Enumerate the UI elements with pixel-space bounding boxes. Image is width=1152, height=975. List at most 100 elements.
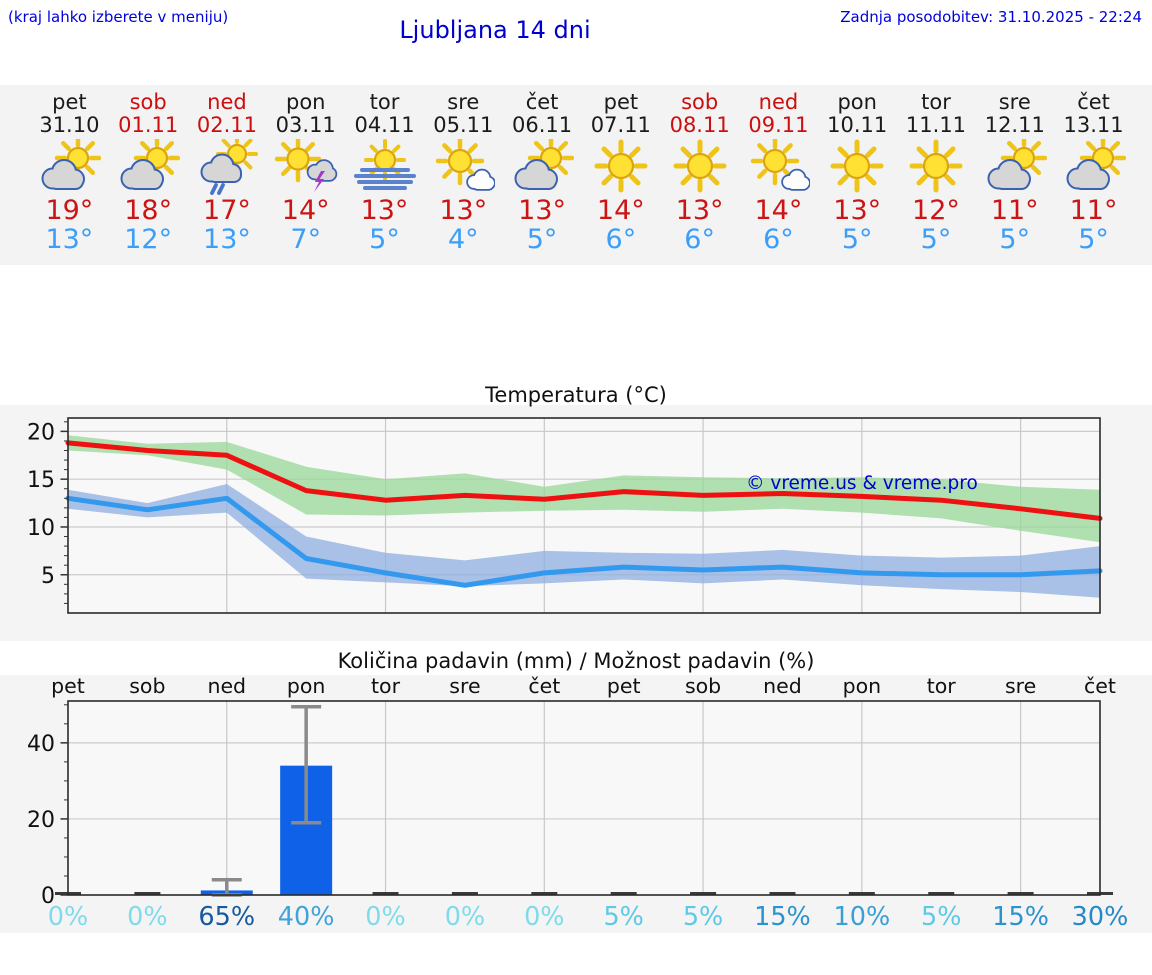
day-name: ned xyxy=(207,90,247,114)
day-max-temp: 14° xyxy=(754,195,803,226)
sun-cloud-icon xyxy=(983,134,1048,195)
day-min-temp: 6° xyxy=(605,224,637,255)
max-temp-range-band xyxy=(68,435,1100,543)
sun-cloud-icon xyxy=(116,134,181,195)
day-name: sre xyxy=(998,90,1031,114)
day-min-temp: 5° xyxy=(526,224,558,255)
day-min-temp: 12° xyxy=(124,224,173,255)
precip-y-tick-label: 20 xyxy=(27,808,55,833)
precip-day-label: pet xyxy=(607,675,641,698)
precip-day-label: sob xyxy=(129,675,165,698)
sun-icon xyxy=(668,139,732,195)
day-name: pet xyxy=(52,90,87,114)
precip-day-label: sre xyxy=(1005,675,1036,698)
precip-zero-mark xyxy=(372,892,399,895)
forecast-strip: pet 31.10 19° 13° sob 01.11 18° 12° ned 02.11 17° 1… xyxy=(0,85,1152,265)
day-max-temp: 11° xyxy=(1069,195,1118,226)
precip-zero-mark xyxy=(451,892,478,895)
page-header: (kraj lahko izberete v meniju) Ljubljana… xyxy=(0,0,1152,85)
sun-cloud-rain-icon xyxy=(195,133,259,195)
precip-probability-label: 0% xyxy=(365,902,405,932)
day-max-temp: 19° xyxy=(45,195,94,226)
precip-probability-label: 65% xyxy=(198,902,255,932)
day-min-temp: 7° xyxy=(290,224,322,255)
day-name: tor xyxy=(369,90,400,114)
precip-zero-mark xyxy=(769,892,796,895)
forecast-day: čet 13.11 11° 5° xyxy=(1054,85,1133,254)
precip-probability-label: 5% xyxy=(683,902,723,932)
precip-probability-label: 0% xyxy=(524,902,564,932)
sun-cloud-storm-icon xyxy=(274,135,338,195)
day-min-temp: 5° xyxy=(1078,224,1109,255)
precipitation-chart-panel: pet sob ned pon tor sre čet pet sob ned pon tor sre č… xyxy=(0,675,1152,933)
day-min-temp: 5° xyxy=(920,224,952,255)
day-date: 01.11 xyxy=(118,113,179,137)
day-name: sob xyxy=(681,90,719,114)
forecast-day: sre 12.11 11° 5° xyxy=(975,85,1054,254)
day-max-temp: 14° xyxy=(596,195,645,226)
precip-zero-mark xyxy=(531,892,558,895)
precip-day-label: čet xyxy=(528,675,560,698)
day-min-temp: 5° xyxy=(369,224,400,255)
day-date: 03.11 xyxy=(275,113,336,137)
precip-error-bar xyxy=(291,704,322,825)
day-name: sob xyxy=(129,90,167,114)
forecast-day: tor 04.11 13° 5° xyxy=(345,85,424,254)
precipitation-chart: pet sob ned pon tor sre čet pet sob ned pon tor sre č… xyxy=(27,675,1129,932)
forecast-day: pet 07.11 14° 6° xyxy=(581,85,660,255)
temperature-chart-title: Temperatura (°C) xyxy=(0,383,1152,407)
day-date: 11.11 xyxy=(905,113,967,137)
precip-probability-label: 30% xyxy=(1072,902,1129,932)
day-min-temp: 6° xyxy=(684,224,715,255)
day-max-temp: 13° xyxy=(360,195,409,226)
precip-probability-label: 5% xyxy=(603,902,643,932)
last-updated-label: Zadnja posodobitev: 31.10.2025 - 22:24 xyxy=(840,8,1142,26)
temp-y-tick-label: 20 xyxy=(27,420,55,445)
precip-day-label: ned xyxy=(207,675,246,698)
precip-probability-label: 15% xyxy=(992,902,1049,932)
day-date: 10.11 xyxy=(827,113,888,137)
day-max-temp: 17° xyxy=(203,195,251,226)
day-date: 09.11 xyxy=(748,113,809,137)
forecast-day: sob 08.11 13° 6° xyxy=(660,85,739,255)
day-min-temp: 4° xyxy=(447,224,479,255)
day-min-temp: 5° xyxy=(999,224,1031,255)
sun-icon xyxy=(825,139,889,195)
temp-y-tick-label: 5 xyxy=(41,564,55,589)
precip-day-label: ned xyxy=(763,675,802,698)
day-date: 05.11 xyxy=(433,113,494,137)
precipitation-chart-title: Količina padavin (mm) / Možnost padavin … xyxy=(0,649,1152,675)
precip-y-tick-label: 40 xyxy=(27,732,55,757)
precip-day-label: čet xyxy=(1084,675,1116,698)
precip-probability-label: 10% xyxy=(834,902,891,932)
day-name: tor xyxy=(921,90,951,114)
day-date: 31.10 xyxy=(39,113,100,137)
forecast-day: pet 31.10 19° 13° xyxy=(30,85,109,254)
precip-probability-label: 0% xyxy=(48,902,88,932)
day-max-temp: 18° xyxy=(124,195,173,226)
sun-cloud-icon xyxy=(1062,134,1126,195)
day-min-temp: 13° xyxy=(203,224,251,255)
sun-cloud-icon xyxy=(37,134,102,195)
forecast-day: pon 03.11 14° 7° xyxy=(266,85,345,254)
min-temp-line xyxy=(65,495,1103,588)
sun-small-cloud-icon xyxy=(431,136,497,195)
sun-small-cloud-icon xyxy=(746,136,812,195)
day-name: čet xyxy=(525,90,559,114)
precip-zero-mark xyxy=(610,892,637,895)
precip-day-label: pon xyxy=(287,675,326,698)
day-date: 13.11 xyxy=(1063,113,1124,137)
forecast-day: ned 02.11 17° 13° xyxy=(188,85,267,254)
precip-day-label: tor xyxy=(371,675,401,698)
temperature-chart: 5 10 15 20 © vreme.us & vreme.pro xyxy=(27,417,1103,614)
spacer xyxy=(0,265,1152,383)
day-name: ned xyxy=(758,90,799,114)
forecast-day: sre 05.11 13° 4° xyxy=(424,85,503,254)
forecast-day: čet 06.11 13° 5° xyxy=(503,85,582,254)
day-date: 07.11 xyxy=(590,113,651,137)
precip-day-label: pon xyxy=(843,675,882,698)
day-name: pon xyxy=(837,90,877,114)
precip-probability-label: 5% xyxy=(921,902,961,932)
day-name: pet xyxy=(603,90,639,114)
sun-cloud-icon xyxy=(510,134,575,195)
